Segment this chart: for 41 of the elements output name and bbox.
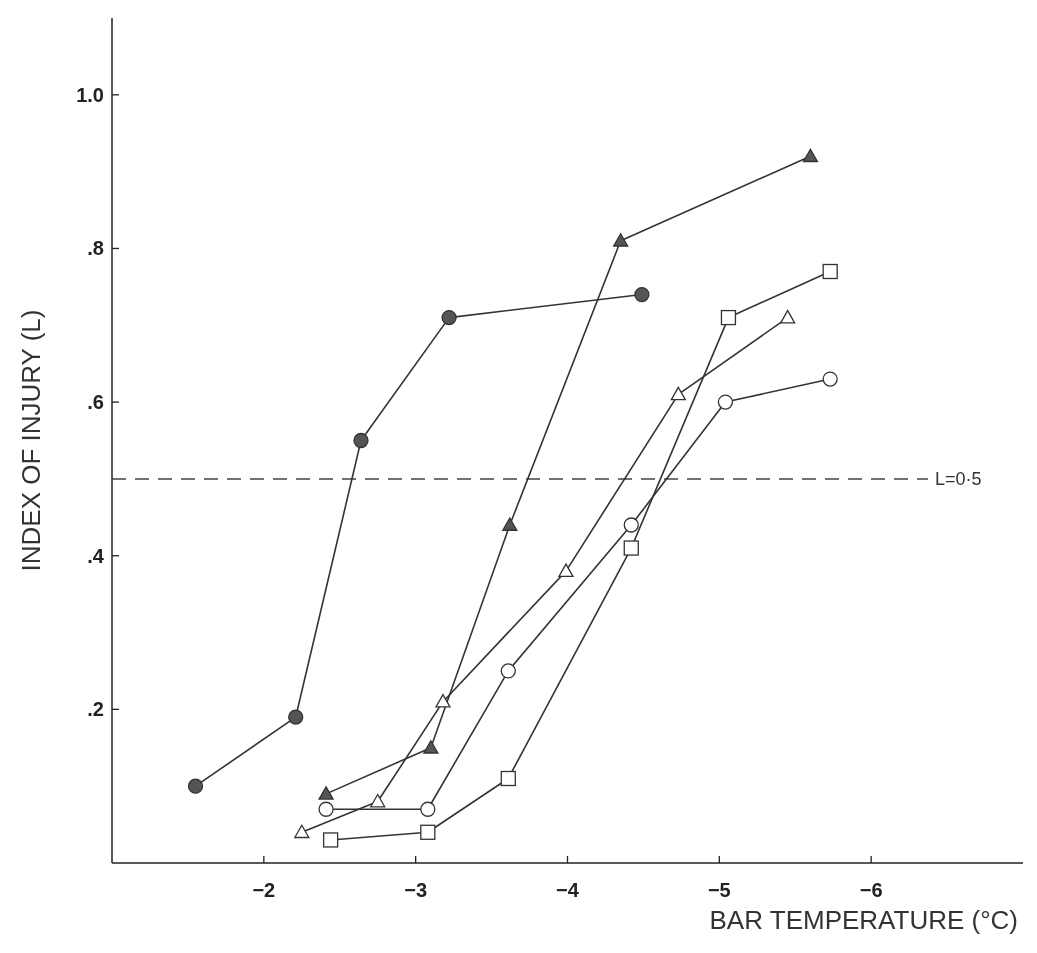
y-tick-label: .4 <box>87 544 105 567</box>
point <box>822 371 838 387</box>
point <box>558 563 574 577</box>
ref-line-label: L=0·5 <box>935 469 982 490</box>
point <box>623 517 639 533</box>
x-tick-label: −2 <box>252 879 276 901</box>
point <box>500 770 516 787</box>
point <box>288 709 304 725</box>
x-axis-title: BAR TEMPERATURE (°C) <box>709 905 1018 935</box>
point <box>720 309 737 326</box>
point <box>670 386 686 401</box>
point <box>370 793 386 808</box>
point <box>318 786 334 800</box>
point <box>294 824 310 839</box>
point <box>187 778 204 794</box>
point <box>423 740 439 754</box>
point <box>500 663 516 679</box>
y-tick-label: .8 <box>87 237 104 260</box>
point <box>435 694 451 708</box>
point <box>502 517 518 531</box>
y-tick-label: .6 <box>87 391 104 414</box>
point <box>420 801 436 817</box>
x-tick-label: −5 <box>707 879 731 901</box>
point <box>717 394 734 410</box>
point <box>802 148 819 163</box>
y-tick-label: .2 <box>87 698 104 721</box>
point <box>612 233 629 247</box>
x-tick-label: −6 <box>859 879 883 901</box>
point <box>353 432 369 449</box>
point <box>780 309 796 324</box>
y-tick-label: 1.0 <box>76 83 104 106</box>
point <box>322 832 339 848</box>
point <box>822 263 838 280</box>
x-tick-label: −3 <box>404 879 428 901</box>
point <box>441 309 457 326</box>
point <box>318 801 334 817</box>
y-axis-title: INDEX OF INJURY (L) <box>16 309 46 572</box>
point <box>623 540 639 556</box>
point <box>420 824 436 840</box>
point <box>634 286 650 303</box>
x-tick-label: −4 <box>556 879 580 901</box>
